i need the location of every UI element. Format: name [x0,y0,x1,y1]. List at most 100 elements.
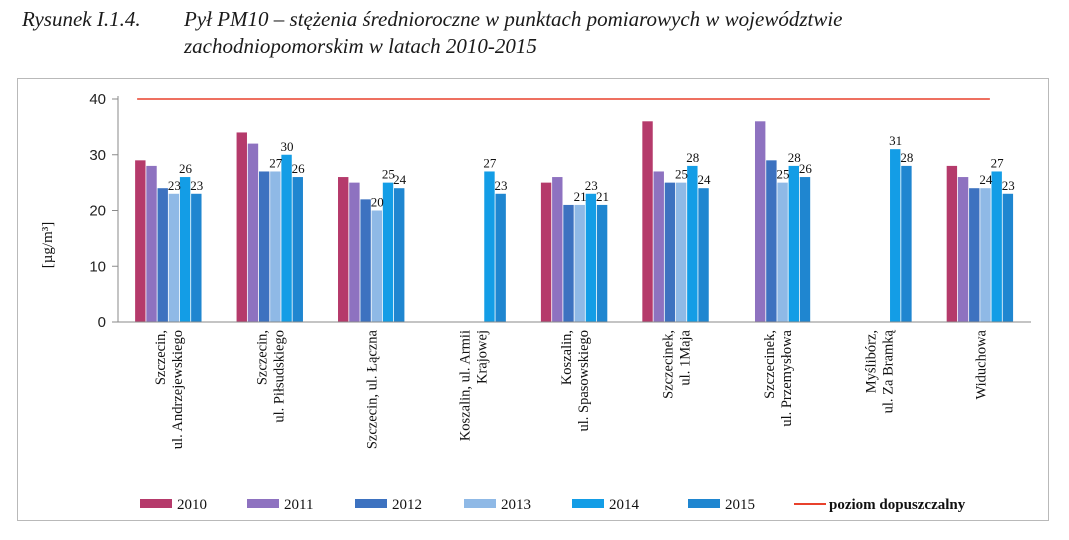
legend-swatch-2013 [464,499,496,508]
bar-2013-4 [574,204,585,322]
legend-label: 2012 [392,497,422,513]
bar-2011-1 [247,143,259,322]
bar-2013-2 [371,210,383,322]
y-tick-label: 40 [89,91,106,108]
legend-label: 2013 [501,497,531,513]
legend-swatch-2010 [140,499,172,508]
data-label: 27 [991,155,1005,170]
data-label: 27 [269,155,283,170]
category-label: Myślibórz, [863,330,879,393]
bar-2015-8 [1002,193,1014,322]
data-label: 27 [483,155,497,170]
bar-2015-1 [292,177,303,322]
bar-2015-7 [901,165,912,322]
bar-2013-0 [168,193,180,322]
bar-2010-2 [338,177,349,322]
bar-2010-4 [540,182,552,323]
y-tick-label: 10 [89,258,106,275]
bar-2014-7 [890,149,901,322]
caption-label: Rysunek I.1.4. [22,7,141,31]
bar-2011-4 [552,177,563,322]
category-label: Koszalin, ul. Armii [458,330,474,441]
bar-2015-4 [596,204,608,322]
bar-2015-0 [191,193,202,322]
legend-label: 2015 [725,497,755,513]
y-axis-label: [µg/m³] [40,222,56,268]
data-label: 21 [574,189,587,204]
category-label: Szczecinek, [762,330,778,399]
bar-2014-0 [179,177,191,322]
bar-2014-8 [991,171,1002,322]
data-label: 23 [168,178,181,193]
data-label: 25 [675,167,688,182]
bar-2013-5 [675,182,687,323]
data-label: 23 [190,178,203,193]
bar-2012-4 [563,204,574,322]
category-label: Krajowej [475,330,491,384]
y-tick-label: 20 [89,203,106,220]
bar-2014-6 [788,165,799,322]
data-label: 24 [979,172,993,187]
legend-label: 2014 [609,497,640,513]
bar-2014-1 [281,154,292,322]
legend-swatch-2015 [688,499,720,508]
legend-label: poziom dopuszczalny [829,497,966,513]
legend-swatch-2011 [247,499,279,508]
bar-2014-2 [382,182,394,323]
bar-2010-1 [236,132,247,322]
category-label: Szczecin, ul. Łączna [365,329,381,449]
data-label: 21 [596,189,609,204]
caption-line-2: zachodniopomorskim w latach 2010-2015 [184,34,537,58]
bar-2014-4 [585,193,597,322]
bar-2015-3 [495,193,506,322]
data-label: 23 [495,178,508,193]
data-label: 28 [788,150,801,165]
y-tick-label: 0 [98,314,106,331]
bar-2010-0 [135,160,146,322]
chart-frame [17,78,1049,521]
category-label: Szczecinek, [660,330,676,399]
bar-2013-8 [980,188,991,322]
category-label: Widuchowa [973,329,989,399]
data-label: 23 [585,178,598,193]
caption-title: Pył PM10 – stężenia średnioroczne w punk… [184,7,843,31]
bar-2015-2 [394,188,405,322]
legend-label: 2011 [284,497,313,513]
bar-2012-6 [766,160,777,322]
bar-2012-2 [360,199,371,322]
category-label: ul. Za Bramką [880,329,896,413]
y-tick-label: 30 [89,147,106,164]
category-label: Koszalin, [559,330,575,385]
data-label: 28 [900,150,913,165]
data-label: 26 [292,161,306,176]
data-label: 26 [179,161,193,176]
bar-2011-8 [957,177,969,322]
data-label: 25 [776,167,789,182]
data-label: 30 [280,139,293,154]
data-label: 28 [686,150,699,165]
category-label: ul. Spasowskiego [576,330,592,432]
bar-2011-2 [349,182,360,323]
legend-swatch-2014 [572,499,604,508]
data-label: 20 [371,195,384,210]
data-label: 24 [697,172,711,187]
bar-2014-5 [687,165,698,322]
bar-2011-0 [146,165,157,322]
category-label: ul. Piłsudskiego [272,330,288,423]
data-label: 24 [393,172,407,187]
category-label: ul. Andrzejewskiego [170,330,186,449]
bar-2012-8 [969,188,980,322]
data-label: 25 [382,167,395,182]
bar-2011-6 [754,121,766,322]
data-label: 26 [799,161,813,176]
bar-2012-0 [157,188,168,322]
bar-2010-5 [642,121,653,322]
data-label: 31 [889,133,902,148]
category-label: Szczecin, [255,330,271,385]
bar-2015-6 [799,177,811,322]
caption-line-1: Rysunek I.1.4. Pył PM10 – stężenia średni… [22,6,1052,33]
bar-2011-5 [653,171,664,322]
category-label: ul. Przemysłowa [779,329,795,426]
data-label: 23 [1002,178,1015,193]
